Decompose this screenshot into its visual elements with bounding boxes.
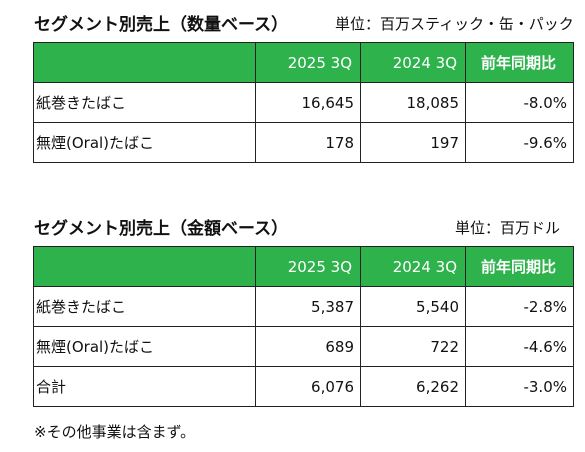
volume-header-yoy: 前年同期比 xyxy=(465,42,574,83)
row-label: 紙巻きたばこ xyxy=(33,82,256,123)
amount-header-row: 2025 3Q 2024 3Q 前年同期比 xyxy=(33,246,574,287)
value-2025: 6,076 xyxy=(255,366,361,407)
amount-header-yoy: 前年同期比 xyxy=(465,246,574,287)
row-label: 無煙(Oral)たばこ xyxy=(33,122,256,163)
value-2025: 689 xyxy=(255,326,361,367)
value-yoy: -3.0% xyxy=(465,366,574,407)
amount-header-2025: 2025 3Q xyxy=(255,246,361,287)
value-2025: 16,645 xyxy=(255,82,361,123)
value-2025: 178 xyxy=(255,122,361,163)
amount-header-empty xyxy=(33,246,256,287)
volume-header-row: 2025 3Q 2024 3Q 前年同期比 xyxy=(33,42,574,83)
value-2024: 722 xyxy=(360,326,466,367)
amount-table: 2025 3Q 2024 3Q 前年同期比 紙巻きたばこ 5,387 5,540… xyxy=(33,246,574,407)
volume-unit: 単位：百万スティック・缶・パック xyxy=(335,15,574,33)
row-label: 無煙(Oral)たばこ xyxy=(33,326,256,367)
value-yoy: -9.6% xyxy=(465,122,574,163)
table-row: 無煙(Oral)たばこ 178 197 -9.6% xyxy=(33,122,574,163)
value-2024: 197 xyxy=(360,122,466,163)
row-label: 合計 xyxy=(33,366,256,407)
value-2024: 18,085 xyxy=(360,82,466,123)
table-row-total: 合計 6,076 6,262 -3.0% xyxy=(33,366,574,407)
value-2025: 5,387 xyxy=(255,286,361,327)
volume-title: セグメント別売上（数量ベース） xyxy=(34,15,289,35)
value-2024: 6,262 xyxy=(360,366,466,407)
amount-title: セグメント別売上（金額ベース） xyxy=(34,219,289,239)
amount-unit: 単位：百万ドル xyxy=(455,219,561,237)
volume-header-2025: 2025 3Q xyxy=(255,42,361,83)
volume-header-2024: 2024 3Q xyxy=(360,42,466,83)
table-row: 無煙(Oral)たばこ 689 722 -4.6% xyxy=(33,326,574,367)
table-row: 紙巻きたばこ 16,645 18,085 -8.0% xyxy=(33,82,574,123)
value-2024: 5,540 xyxy=(360,286,466,327)
volume-header-empty xyxy=(33,42,256,83)
value-yoy: -8.0% xyxy=(465,82,574,123)
row-label: 紙巻きたばこ xyxy=(33,286,256,327)
value-yoy: -2.8% xyxy=(465,286,574,327)
value-yoy: -4.6% xyxy=(465,326,574,367)
volume-table: 2025 3Q 2024 3Q 前年同期比 紙巻きたばこ 16,645 18,0… xyxy=(33,42,574,163)
footnote: ※その他事業は含まず。 xyxy=(34,423,196,441)
amount-header-2024: 2024 3Q xyxy=(360,246,466,287)
table-row: 紙巻きたばこ 5,387 5,540 -2.8% xyxy=(33,286,574,327)
